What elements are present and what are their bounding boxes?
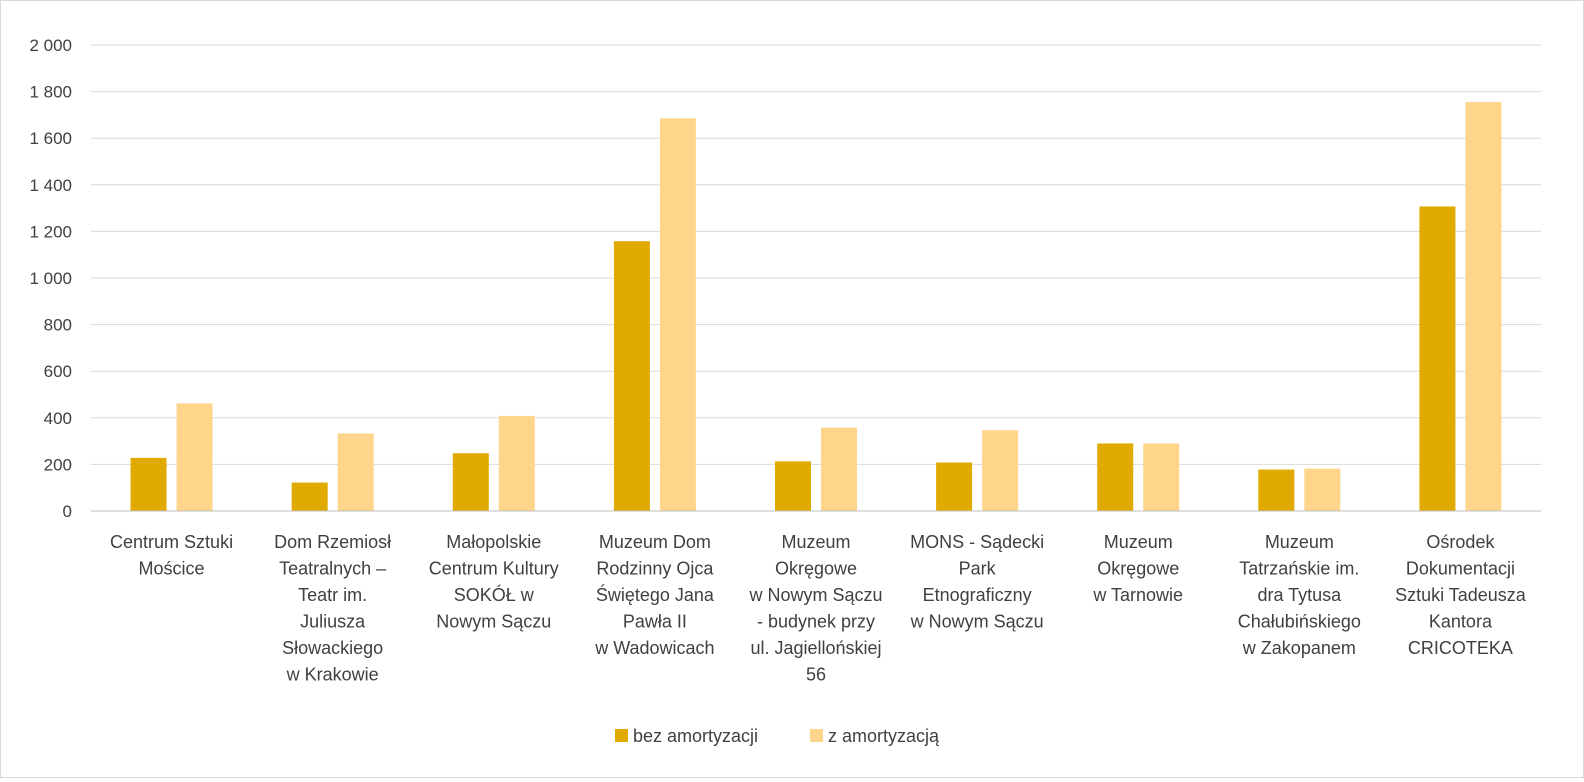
legend-label: bez amortyzacji bbox=[633, 726, 758, 746]
x-tick-label: Muzeum Tatrzańskie im. dra Tytusa Chałubińs… bbox=[1238, 532, 1361, 658]
y-tick-label: 1 000 bbox=[29, 269, 72, 288]
gridlines bbox=[91, 44, 1541, 465]
y-tick-label: 1 200 bbox=[29, 222, 72, 241]
x-tick-label: Muzeum Okręgowe w Tarnowie bbox=[1092, 532, 1183, 605]
x-tick-label: Małopolskie Centrum Kultury SOKÓŁ w Nowym S… bbox=[429, 532, 559, 632]
bar-z-amortyzacja bbox=[337, 433, 374, 511]
bar-bez-amortyzacji bbox=[936, 462, 973, 511]
x-tick-label: Dom Rzemiosł Teatralnych – Teatr im. Julius… bbox=[274, 532, 391, 685]
bar-bez-amortyzacji bbox=[1258, 469, 1295, 511]
x-tick-label: Muzeum Dom Rodzinny Ojca Świętego Jana Pawł… bbox=[594, 532, 715, 658]
bar-bez-amortyzacji bbox=[613, 241, 650, 511]
y-axis: 0 200 400 600 800 1 000 1 200 1 400 1 600 1 800 2 … bbox=[29, 36, 72, 521]
bar-z-amortyzacja bbox=[498, 415, 535, 511]
legend: bez amortyzacji z amortyzacją bbox=[615, 726, 940, 746]
bar-bez-amortyzacji bbox=[775, 461, 811, 511]
bar-bez-amortyzacji bbox=[130, 457, 167, 511]
legend-swatch bbox=[615, 729, 628, 742]
bar-z-amortyzacja bbox=[982, 430, 1019, 511]
x-tick-label: Ośrodek Dokumentacji Sztuki Tadeusza Kantor… bbox=[1395, 532, 1527, 658]
bar-z-amortyzacja bbox=[1143, 443, 1180, 511]
bar-bez-amortyzacji bbox=[452, 453, 489, 511]
x-axis: Centrum Sztuki Mościce Dom Rzemiosł Teatral… bbox=[91, 510, 1541, 685]
x-tick-label: Centrum Sztuki Mościce bbox=[110, 532, 233, 579]
y-tick-label: 600 bbox=[44, 362, 72, 381]
x-tick-label: MONS - Sądecki Park Etnograficzny w Nowym S… bbox=[910, 532, 1045, 632]
bar-z-amortyzacja bbox=[1304, 468, 1341, 511]
legend-label: z amortyzacją bbox=[828, 726, 940, 746]
legend-swatch bbox=[810, 729, 823, 742]
bars bbox=[130, 102, 1502, 512]
y-tick-label: 1 400 bbox=[29, 176, 72, 195]
x-tick-label: Muzeum Okręgowe w Nowym Sączu - budynek prz… bbox=[748, 532, 882, 685]
bar-z-amortyzacja bbox=[1465, 102, 1502, 512]
y-tick-label: 200 bbox=[44, 455, 72, 474]
bar-bez-amortyzacji bbox=[291, 482, 328, 511]
bar-z-amortyzacja bbox=[176, 403, 213, 511]
bar-bez-amortyzacji bbox=[1419, 206, 1456, 511]
y-tick-label: 1 600 bbox=[29, 129, 72, 148]
y-tick-label: 800 bbox=[44, 316, 72, 335]
y-tick-label: 400 bbox=[44, 409, 72, 428]
y-tick-label: 1 800 bbox=[29, 83, 72, 102]
y-tick-label: 2 000 bbox=[29, 36, 72, 55]
bar-bez-amortyzacji bbox=[1097, 443, 1134, 511]
bar-z-amortyzacja bbox=[659, 118, 696, 512]
bar-z-amortyzacja bbox=[821, 427, 857, 511]
y-tick-label: 0 bbox=[63, 502, 72, 521]
